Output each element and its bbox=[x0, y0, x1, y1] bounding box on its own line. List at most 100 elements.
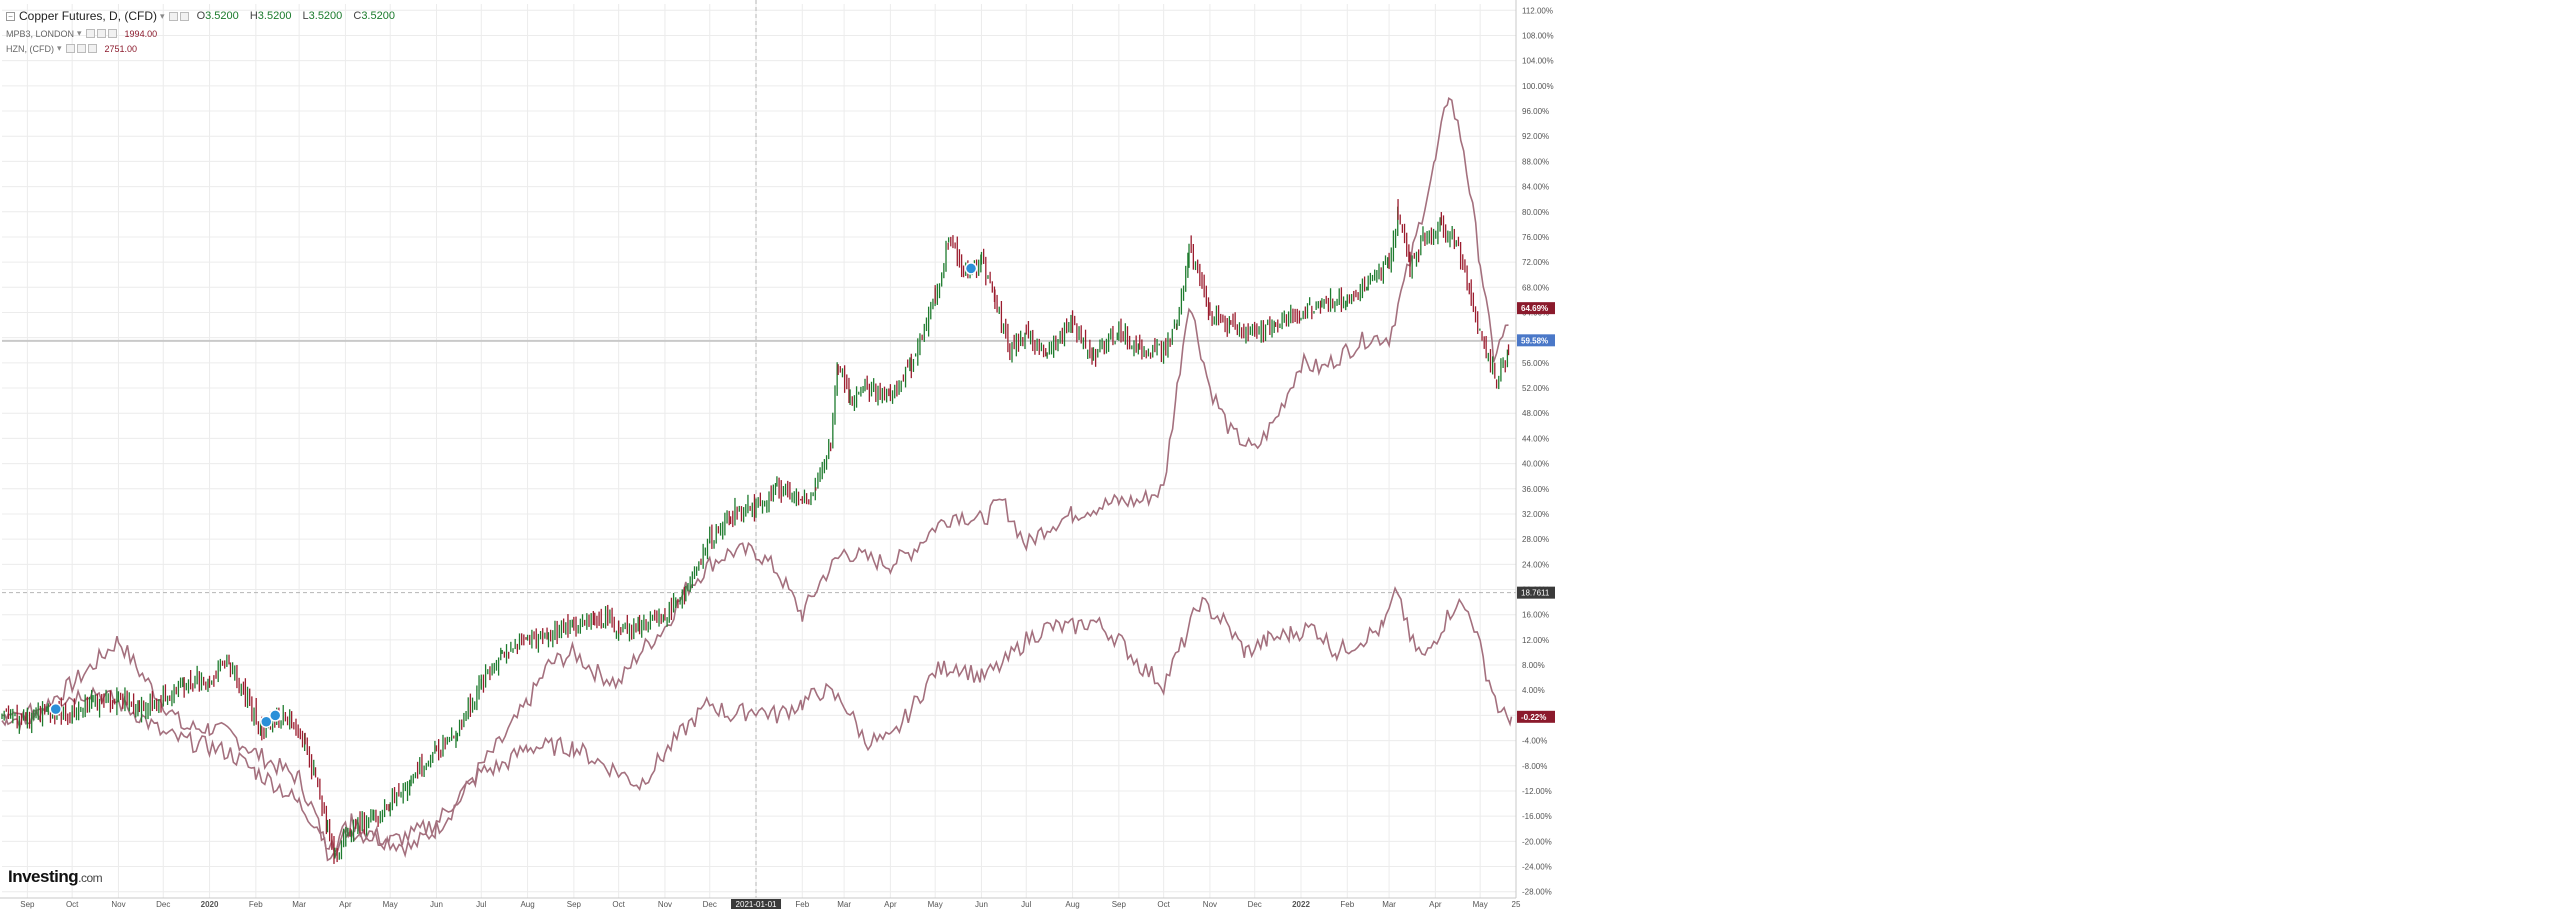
x-tick-label: Aug bbox=[520, 900, 534, 909]
y-tick-label: 52.00% bbox=[1522, 384, 1549, 393]
x-tick-label: Sep bbox=[1112, 900, 1127, 909]
settings-icon[interactable] bbox=[76, 44, 86, 53]
y-tick-label: -28.00% bbox=[1522, 888, 1552, 897]
x-tick-label: Sep bbox=[20, 900, 35, 909]
open-label: O bbox=[196, 10, 206, 22]
x-tick-label: 2022 bbox=[1292, 900, 1310, 909]
brand-suffix: .com bbox=[78, 871, 103, 885]
x-tick-label: Apr bbox=[884, 900, 897, 909]
compare-value: 2751.00 bbox=[104, 43, 138, 54]
axes: -28.00% -24.00% -20.00% -16.00% -12.00% -8.00… bbox=[0, 0, 1554, 909]
y-tick-label: 8.00% bbox=[1522, 661, 1545, 670]
y-tick-label: -16.00% bbox=[1522, 812, 1552, 821]
y-tick-label: -12.00% bbox=[1522, 787, 1552, 796]
y-tick-label: 76.00% bbox=[1522, 233, 1549, 242]
x-tick-label: Dec bbox=[1248, 900, 1262, 909]
x-tick-label: Apr bbox=[1429, 900, 1442, 909]
copper-ohlc-bars bbox=[1, 199, 1510, 864]
price-badge bbox=[1517, 334, 1555, 347]
brand-name: Investing bbox=[8, 867, 79, 886]
y-tick-label: 96.00% bbox=[1522, 107, 1549, 116]
y-tick-label: 4.00% bbox=[1522, 686, 1545, 695]
low-label: L bbox=[302, 10, 309, 22]
x-tick-label: Oct bbox=[1157, 900, 1170, 909]
ohlc-readout: O3.5200 H3.5200 L3.5200 C3.5200 bbox=[197, 10, 403, 22]
y-tick-label: 24.00% bbox=[1522, 560, 1549, 569]
x-tick-label: Mar bbox=[837, 900, 851, 909]
legend: − Copper Futures, D, (CFD) ▾ O3.5200 H3.… bbox=[6, 6, 403, 56]
x-tick-label: May bbox=[383, 900, 398, 909]
guides bbox=[2, 0, 1516, 898]
x-tick-label: May bbox=[1473, 900, 1488, 909]
x-tick-label: Mar bbox=[292, 900, 306, 909]
event-marker-icon[interactable] bbox=[49, 702, 63, 716]
y-tick-label: 112.00% bbox=[1522, 6, 1553, 15]
x-tick-label: May bbox=[928, 900, 943, 909]
price-badge bbox=[1517, 710, 1555, 723]
visibility-icon[interactable] bbox=[65, 44, 75, 53]
visibility-icon[interactable] bbox=[85, 29, 95, 38]
price-badge-label: 59.58% bbox=[1521, 336, 1548, 345]
legend-compare-1[interactable]: MPB3, LONDON ▾ 1994.00 bbox=[6, 26, 403, 41]
compare-value: 1994.00 bbox=[124, 28, 158, 39]
y-tick-label: 80.00% bbox=[1522, 208, 1549, 217]
y-tick-label: 48.00% bbox=[1522, 409, 1549, 418]
y-tick-label: 72.00% bbox=[1522, 258, 1549, 267]
x-tick-label: 2021-01-01 bbox=[736, 900, 777, 909]
high-value: 3.5200 bbox=[257, 10, 292, 22]
close-value: 3.5200 bbox=[361, 10, 395, 22]
y-tick-label: -8.00% bbox=[1522, 762, 1547, 771]
y-tick-label: 56.00% bbox=[1522, 359, 1549, 368]
x-tick-label: Oct bbox=[612, 900, 625, 909]
chevron-down-icon[interactable]: ▾ bbox=[57, 43, 62, 53]
y-tick-label: 28.00% bbox=[1522, 535, 1549, 544]
compare-line-1 bbox=[1, 97, 1509, 862]
remove-icon[interactable] bbox=[87, 44, 97, 53]
comparison-lines bbox=[1, 97, 1513, 862]
legend-main-series[interactable]: − Copper Futures, D, (CFD) ▾ O3.5200 H3.… bbox=[6, 6, 403, 26]
event-marker-icon[interactable] bbox=[260, 715, 273, 728]
y-tick-label: 36.00% bbox=[1522, 485, 1549, 494]
y-tick-label: 40.00% bbox=[1522, 460, 1549, 469]
crosshair-badge-label: 18.7611 bbox=[1521, 589, 1550, 598]
chevron-down-icon[interactable]: ▾ bbox=[77, 28, 82, 38]
investing-logo: Investing.com bbox=[8, 867, 103, 887]
legend-compare-2[interactable]: HZN, (CFD) ▾ 2751.00 bbox=[6, 41, 403, 56]
x-tick-label: Jun bbox=[975, 900, 988, 909]
x-tick-label: Feb bbox=[795, 900, 809, 909]
visibility-icon[interactable] bbox=[168, 11, 178, 21]
low-value: 3.5200 bbox=[308, 10, 343, 22]
y-tick-label: 100.00% bbox=[1522, 82, 1554, 91]
compare-symbol[interactable]: MPB3, LONDON bbox=[6, 28, 75, 39]
x-tick-label: 25 bbox=[1512, 900, 1521, 909]
event-markers[interactable] bbox=[49, 262, 978, 728]
collapse-icon[interactable]: − bbox=[6, 11, 15, 21]
settings-icon[interactable] bbox=[96, 29, 106, 38]
high-label: H bbox=[249, 10, 258, 22]
event-marker-icon[interactable] bbox=[964, 262, 978, 275]
y-tick-label: -24.00% bbox=[1522, 863, 1552, 872]
x-tick-label: Dec bbox=[703, 900, 717, 909]
chevron-down-icon[interactable]: ▾ bbox=[160, 10, 165, 21]
x-crosshair-badge bbox=[731, 899, 782, 909]
remove-icon[interactable] bbox=[107, 29, 117, 38]
y-tick-label: -20.00% bbox=[1522, 837, 1552, 846]
event-marker-icon[interactable] bbox=[268, 709, 282, 722]
settings-icon[interactable] bbox=[179, 11, 189, 21]
series-title[interactable]: Copper Futures, D, (CFD) bbox=[19, 9, 158, 23]
x-tick-label: Nov bbox=[1203, 900, 1217, 909]
open-value: 3.5200 bbox=[205, 10, 239, 22]
compare-symbol[interactable]: HZN, (CFD) bbox=[6, 43, 54, 54]
close-label: C bbox=[353, 10, 362, 22]
x-tick-label: Dec bbox=[156, 900, 170, 909]
x-tick-label: Nov bbox=[111, 900, 125, 909]
price-badge bbox=[1517, 302, 1555, 315]
x-tick-label: Jun bbox=[430, 900, 443, 909]
x-tick-label: Jul bbox=[476, 900, 486, 909]
x-tick-label: Nov bbox=[658, 900, 672, 909]
x-tick-label: Jul bbox=[1021, 900, 1031, 909]
y-tick-label: 84.00% bbox=[1522, 183, 1549, 192]
y-tick-label: 92.00% bbox=[1522, 132, 1549, 141]
y-tick-label: 44.00% bbox=[1522, 434, 1549, 443]
